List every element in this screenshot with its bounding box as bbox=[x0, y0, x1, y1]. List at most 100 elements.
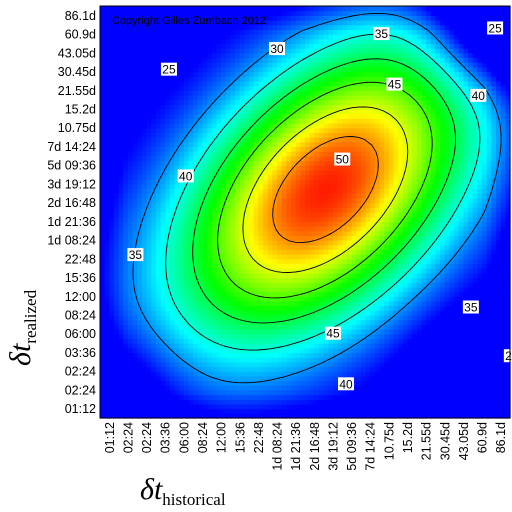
heatmap-cell bbox=[295, 104, 301, 110]
heatmap-cell bbox=[211, 109, 218, 115]
heatmap-cell bbox=[202, 361, 208, 368]
heatmap-cell bbox=[328, 71, 334, 77]
heatmap-cell bbox=[351, 352, 357, 358]
heatmap-cell bbox=[207, 132, 213, 138]
heatmap-cell bbox=[281, 10, 287, 16]
heatmap-cell bbox=[230, 66, 236, 73]
heatmap-cell bbox=[197, 385, 204, 391]
heatmap-cell bbox=[309, 375, 315, 382]
heatmap-cell bbox=[132, 310, 138, 316]
heatmap-cell bbox=[155, 71, 162, 77]
heatmap-cell bbox=[137, 315, 143, 321]
heatmap-cell bbox=[295, 291, 301, 297]
heatmap-cell bbox=[118, 277, 124, 283]
heatmap-cell bbox=[314, 333, 320, 340]
heatmap-cell bbox=[286, 183, 292, 190]
heatmap-cell bbox=[300, 291, 306, 297]
heatmap-cell bbox=[286, 291, 292, 297]
heatmap-cell bbox=[109, 104, 115, 110]
heatmap-cell bbox=[263, 319, 269, 325]
heatmap-cell bbox=[300, 179, 306, 185]
heatmap-cell bbox=[183, 90, 190, 96]
heatmap-cell bbox=[183, 155, 190, 162]
heatmap-cell bbox=[239, 212, 246, 218]
heatmap-cell bbox=[286, 300, 292, 307]
heatmap-cell bbox=[155, 254, 162, 260]
heatmap-cell bbox=[132, 80, 138, 87]
heatmap-cell bbox=[235, 160, 241, 166]
heatmap-cell bbox=[230, 254, 236, 260]
heatmap-cell bbox=[104, 296, 110, 302]
heatmap-cell bbox=[165, 399, 171, 405]
heatmap-cell bbox=[123, 6, 129, 12]
heatmap-cell bbox=[360, 207, 367, 213]
heatmap-cell bbox=[141, 286, 148, 293]
heatmap-cell bbox=[346, 249, 353, 255]
heatmap-cell bbox=[160, 80, 166, 87]
heatmap-cell bbox=[165, 291, 171, 297]
heatmap-cell bbox=[286, 127, 292, 134]
heatmap-cell bbox=[267, 20, 273, 26]
heatmap-cell bbox=[100, 268, 106, 274]
heatmap-cell bbox=[239, 371, 246, 377]
heatmap-cell bbox=[123, 207, 129, 213]
heatmap-cell bbox=[100, 6, 106, 12]
heatmap-cell bbox=[244, 137, 250, 143]
heatmap-cell bbox=[183, 366, 190, 372]
heatmap-cell bbox=[100, 20, 106, 26]
heatmap-cell bbox=[272, 263, 278, 269]
heatmap-cell bbox=[179, 160, 185, 166]
heatmap-cell bbox=[244, 300, 250, 307]
heatmap-cell bbox=[235, 357, 241, 363]
heatmap-cell bbox=[197, 151, 204, 157]
heatmap-cell bbox=[193, 329, 199, 335]
heatmap-cell bbox=[360, 389, 367, 396]
heatmap-cell bbox=[328, 268, 334, 274]
heatmap-cell bbox=[253, 254, 260, 260]
heatmap-cell bbox=[272, 296, 278, 302]
heatmap-cell bbox=[258, 52, 264, 59]
heatmap-cell bbox=[169, 90, 176, 96]
heatmap-cell bbox=[351, 76, 357, 82]
heatmap-cell bbox=[225, 240, 232, 246]
heatmap-cell bbox=[249, 10, 255, 16]
heatmap-cell bbox=[267, 183, 273, 190]
heatmap-cell bbox=[132, 29, 138, 35]
heatmap-cell bbox=[109, 347, 115, 354]
heatmap-cell bbox=[351, 155, 357, 162]
heatmap-cell bbox=[286, 15, 292, 21]
heatmap-cell bbox=[174, 62, 180, 68]
heatmap-cell bbox=[118, 183, 124, 190]
heatmap-cell bbox=[356, 329, 362, 335]
heatmap-cell bbox=[193, 394, 199, 400]
heatmap-cell bbox=[342, 235, 348, 241]
heatmap-cell bbox=[197, 193, 204, 199]
heatmap-cell bbox=[239, 151, 246, 157]
heatmap-cell bbox=[342, 109, 348, 115]
heatmap-cell bbox=[174, 20, 180, 26]
heatmap-cell bbox=[193, 109, 199, 115]
heatmap-cell bbox=[286, 38, 292, 45]
heatmap-cell bbox=[169, 291, 176, 297]
heatmap-cell bbox=[225, 169, 232, 176]
heatmap-cell bbox=[305, 66, 311, 73]
heatmap-cell bbox=[141, 113, 148, 119]
heatmap-cell bbox=[305, 80, 311, 87]
heatmap-cell bbox=[318, 10, 325, 16]
heatmap-cell bbox=[197, 188, 204, 194]
heatmap-cell bbox=[281, 85, 287, 91]
heatmap-cell bbox=[309, 315, 315, 321]
heatmap-cell bbox=[286, 188, 292, 194]
heatmap-cell bbox=[216, 169, 222, 176]
heatmap-cell bbox=[258, 361, 264, 368]
heatmap-cell bbox=[295, 258, 301, 265]
heatmap-cell bbox=[314, 52, 320, 59]
heatmap-cell bbox=[346, 338, 353, 344]
heatmap-cell bbox=[281, 183, 287, 190]
heatmap-cell bbox=[272, 249, 278, 255]
heatmap-cell bbox=[239, 174, 246, 180]
heatmap-cell bbox=[305, 132, 311, 138]
heatmap-cell bbox=[183, 221, 190, 227]
heatmap-cell bbox=[360, 366, 367, 372]
heatmap-cell bbox=[174, 10, 180, 16]
